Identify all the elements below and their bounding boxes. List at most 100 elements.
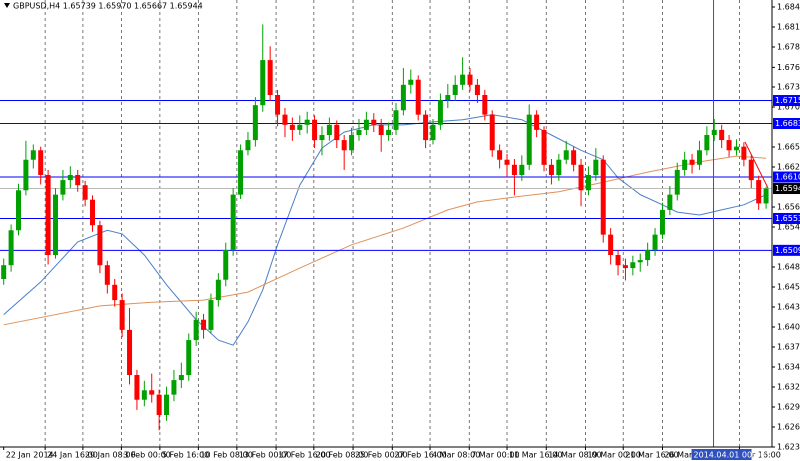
x-tick-label: 17 Feb 16:00 — [278, 451, 330, 460]
candle-body — [297, 124, 303, 130]
cursor-label-box — [691, 449, 752, 460]
level-label-box — [773, 95, 800, 107]
candle-body — [75, 175, 81, 186]
candle-body — [682, 159, 688, 170]
candle-body — [186, 340, 192, 375]
candle-body — [630, 262, 636, 269]
x-tick-label: 26 Mar 08:00 — [664, 451, 717, 460]
y-tick-label: 1.63215 — [777, 383, 800, 392]
candle-body — [104, 265, 110, 285]
level-label-box — [773, 118, 800, 130]
candle-body — [252, 105, 258, 141]
y-tick-label: 1.65690 — [777, 203, 800, 212]
cursor-label: 2014.04.01 00:00 — [694, 451, 765, 460]
candle-body — [474, 84, 480, 95]
candle-body — [334, 124, 340, 141]
candle-body — [208, 300, 214, 330]
trend-line — [744, 141, 769, 189]
y-tick-label: 1.63765 — [777, 343, 800, 352]
y-tick-label: 1.64590 — [777, 283, 800, 292]
candle-body — [741, 146, 747, 160]
candle-body — [519, 164, 525, 175]
plot — [0, 0, 772, 447]
candle-body — [719, 129, 725, 141]
level-label-box — [773, 244, 800, 256]
candle-body — [467, 74, 473, 85]
x-tick-label: 7 Mar 00:00 — [471, 451, 519, 460]
axis-labels: 1.68440 1.68165 1.67890 1.67610 1.67340 1.670… — [3, 3, 800, 460]
candle-body — [223, 249, 229, 280]
candle-body — [326, 124, 332, 135]
x-tick-label: 29 Jan 08:00 — [85, 451, 136, 460]
candle-body — [178, 375, 184, 381]
candle-body — [748, 159, 754, 181]
y-tick-label: 1.64040 — [777, 323, 800, 332]
candle-body — [756, 180, 762, 204]
x-tick-label: 27 Feb 16:00 — [394, 451, 446, 460]
level-label-box — [773, 171, 800, 183]
candle-body — [608, 234, 614, 255]
candle-body — [282, 114, 288, 125]
candle-body — [171, 380, 177, 395]
candle-body — [526, 114, 532, 165]
candle-body — [16, 190, 22, 231]
candle-body — [637, 260, 643, 263]
candle-body — [141, 390, 147, 400]
candle-body — [164, 394, 170, 415]
candle-body — [497, 150, 503, 160]
candle-body — [238, 150, 244, 195]
candle-body — [393, 110, 399, 130]
candle-body — [386, 129, 392, 135]
candle-body — [53, 194, 59, 255]
candle-body — [97, 225, 103, 266]
candle-body — [563, 150, 569, 160]
x-tick-label: 3 Feb 00:00 — [123, 451, 170, 460]
candle-body — [674, 169, 680, 195]
candle-body — [548, 164, 554, 175]
y-tick-label: 1.62390 — [777, 443, 800, 452]
x-tick-label: 5 Feb 16:00 — [162, 451, 209, 460]
level-label: 1.66838 — [775, 119, 800, 128]
candle-body — [511, 164, 517, 175]
x-tick-label: 21 Mar 16:00 — [625, 451, 678, 460]
candle-body — [90, 199, 96, 226]
candle-body — [437, 100, 443, 125]
candle-body — [378, 124, 384, 135]
candle-body — [304, 119, 310, 125]
candle-body — [312, 119, 318, 141]
x-tick-label: Apr 16:00 — [741, 451, 780, 460]
moving-average — [3, 155, 767, 326]
candle-body — [415, 79, 421, 115]
candle-body — [8, 230, 14, 266]
candle-body — [652, 234, 658, 250]
candle-body — [482, 95, 488, 115]
chart-title: GBPUSD,H4 1.65739 1.65970 1.65667 1.6594… — [13, 2, 203, 11]
candle-body — [445, 95, 451, 101]
candle-body — [696, 150, 702, 165]
candle-body — [593, 159, 599, 175]
candle-body — [726, 140, 732, 151]
candle-body — [689, 159, 695, 165]
candle-body — [23, 159, 29, 191]
candle-body — [659, 209, 665, 235]
candle-body — [349, 135, 355, 151]
y-tick-label: 1.63490 — [777, 363, 800, 372]
y-tick-label: 1.64315 — [777, 303, 800, 312]
x-tick-label: 14 Mar 08:00 — [548, 451, 601, 460]
y-tick-label: 1.67610 — [777, 63, 800, 72]
candle-body — [267, 60, 273, 95]
price-label-box — [773, 183, 800, 195]
candle-body — [711, 129, 717, 135]
candle-body — [38, 150, 44, 175]
candle-body — [571, 150, 577, 165]
candle-body — [82, 185, 88, 200]
candle-body — [408, 79, 414, 85]
level-label-box — [773, 212, 800, 224]
x-tick-label: 25 Feb 00:00 — [355, 451, 407, 460]
x-tick-label: 24 Jan 16:00 — [47, 451, 98, 460]
candle-body — [541, 129, 547, 165]
y-tick-label: 1.67340 — [777, 83, 800, 92]
candle-body — [30, 150, 36, 160]
candle-body — [534, 114, 540, 130]
